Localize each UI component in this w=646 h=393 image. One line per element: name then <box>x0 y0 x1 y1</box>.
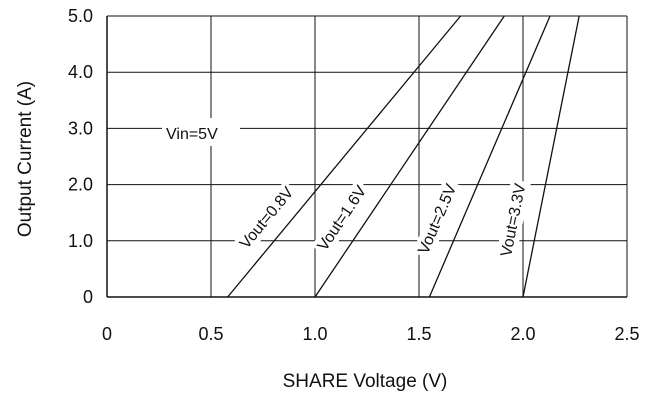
y-tick-label: 3.0 <box>68 118 93 138</box>
series-label-background <box>311 179 373 258</box>
x-tick-label: 1.5 <box>406 324 431 344</box>
y-axis-title: Output Current (A) <box>15 81 36 237</box>
series-label-group: Vout=2.5V <box>412 178 463 260</box>
series-label-background <box>233 180 300 256</box>
series-line <box>522 15 580 298</box>
series-label: Vout=0.8V <box>237 184 298 252</box>
series-label-group: Vout=1.6V <box>311 179 373 258</box>
series-label-background <box>412 178 463 260</box>
x-tick-label: 2.5 <box>614 324 639 344</box>
grid <box>106 15 628 298</box>
y-tick-label: 4.0 <box>68 62 93 82</box>
annotation-vin-background <box>162 118 240 146</box>
x-axis-title: SHARE Voltage (V) <box>283 371 448 392</box>
x-tick-label: 2.0 <box>510 324 535 344</box>
tick-labels: 0 1.0 2.0 3.0 4.0 5.0 0 0.5 1.0 1.5 2.0 2.5 <box>68 6 640 344</box>
annotation-vin: Vin=5V <box>166 126 218 143</box>
series-label-background <box>495 178 531 262</box>
x-tick-label: 0 <box>102 324 112 344</box>
series-labels: Vout=0.8V Vout=1.6V Vout=2.5V Vout=3.3V <box>233 178 531 262</box>
series-line <box>428 15 551 298</box>
x-tick-label: 0.5 <box>198 324 223 344</box>
series-label: Vout=3.3V <box>498 182 529 259</box>
x-tick-label: 1.0 <box>302 324 327 344</box>
y-tick-label: 0 <box>83 287 93 307</box>
y-tick-label: 5.0 <box>68 6 93 26</box>
y-tick-label: 1.0 <box>68 231 93 251</box>
series-label-group: Vout=3.3V <box>495 178 531 262</box>
series-label: Vout=1.6V <box>315 183 371 254</box>
series-line <box>227 15 462 298</box>
series-lines <box>227 15 580 298</box>
series-line <box>314 15 505 298</box>
series-label-group: Vout=0.8V <box>233 180 300 256</box>
y-tick-label: 2.0 <box>68 175 93 195</box>
